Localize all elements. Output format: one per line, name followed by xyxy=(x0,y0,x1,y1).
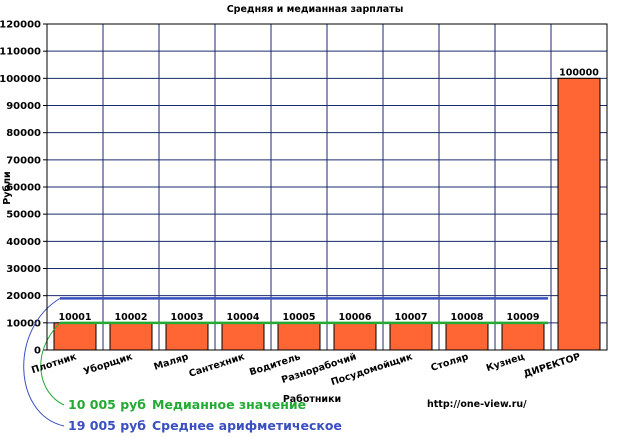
bar xyxy=(445,322,489,351)
data-label-bg xyxy=(114,311,148,322)
y-tick-label: 60000 xyxy=(6,183,41,194)
bar xyxy=(333,322,377,351)
y-tick-label: 100000 xyxy=(0,74,41,85)
x-tick-label: Маляр xyxy=(153,351,191,373)
bar xyxy=(221,322,265,351)
data-label: 10002 xyxy=(114,312,147,323)
data-label: 10001 xyxy=(58,312,91,323)
reference-connector xyxy=(40,322,65,406)
legend: 10 005 руб Медианное значение 19 005 руб Ср… xyxy=(68,397,342,433)
data-label: 10006 xyxy=(338,312,371,323)
y-tick-label: 90000 xyxy=(6,101,41,112)
x-tick-label: ДИРЕКТОР xyxy=(522,351,582,380)
data-label-bg xyxy=(170,311,204,322)
reference-lines xyxy=(23,297,548,427)
data-label-bg xyxy=(282,311,316,322)
data-label-bg xyxy=(450,311,484,322)
bar xyxy=(277,322,321,351)
reference-name-label: Среднее арифметическое xyxy=(152,418,342,433)
y-tick-label: 30000 xyxy=(6,264,41,275)
y-axis-label: Рубли xyxy=(2,171,13,204)
y-tick-label: 20000 xyxy=(6,291,41,302)
chart-title: Средняя и медианная зарплаты xyxy=(227,4,404,15)
data-label: 10005 xyxy=(282,312,315,323)
x-tick-label: Сантехник xyxy=(188,351,247,379)
data-label-bg xyxy=(506,311,540,322)
data-label-bg xyxy=(394,311,428,322)
reference-value-label: 10 005 руб xyxy=(68,397,146,412)
grid-lines xyxy=(46,23,608,351)
y-tick-label: 50000 xyxy=(6,210,41,221)
data-label-bg xyxy=(226,311,260,322)
y-tick-label: 40000 xyxy=(6,237,41,248)
data-label-bg xyxy=(562,67,596,78)
bar xyxy=(557,77,601,351)
data-label: 100000 xyxy=(559,67,599,78)
x-tick-label: Столяр xyxy=(430,351,471,374)
y-tick-label: 10000 xyxy=(6,318,41,329)
bar xyxy=(109,322,153,351)
data-label-bg xyxy=(58,311,92,322)
bar xyxy=(53,322,97,351)
reference-name-label: Медианное значение xyxy=(152,397,306,412)
y-tick-label: 70000 xyxy=(6,155,41,166)
reference-value-label: 19 005 руб xyxy=(68,418,146,433)
y-tick-label: 120000 xyxy=(0,20,41,31)
reference-connector xyxy=(23,297,65,427)
data-label: 10004 xyxy=(226,312,259,323)
data-label: 10003 xyxy=(170,312,203,323)
x-axis-label: Работники xyxy=(283,394,341,405)
y-tick-label: 80000 xyxy=(6,128,41,139)
bar xyxy=(389,322,433,351)
y-tick-label: 0 xyxy=(34,346,41,357)
data-labels: 10001 10002 10003 10004 10005 10006 10007 10008… xyxy=(58,67,599,323)
data-label-bg xyxy=(338,311,372,322)
x-tick-label: Уборщик xyxy=(82,351,134,377)
data-label: 10007 xyxy=(394,312,427,323)
x-tick-label: Кузнец xyxy=(485,351,526,374)
y-tick-label: 110000 xyxy=(0,47,41,58)
bar xyxy=(165,322,209,351)
source-url: http://one-view.ru/ xyxy=(427,399,527,410)
plot-frame xyxy=(46,23,608,351)
data-label: 10008 xyxy=(450,312,483,323)
data-label: 10009 xyxy=(506,312,539,323)
bar xyxy=(501,322,545,351)
y-axis-ticks: 0 10000 20000 30000 40000 50000 60000 70000 8000… xyxy=(0,20,47,357)
